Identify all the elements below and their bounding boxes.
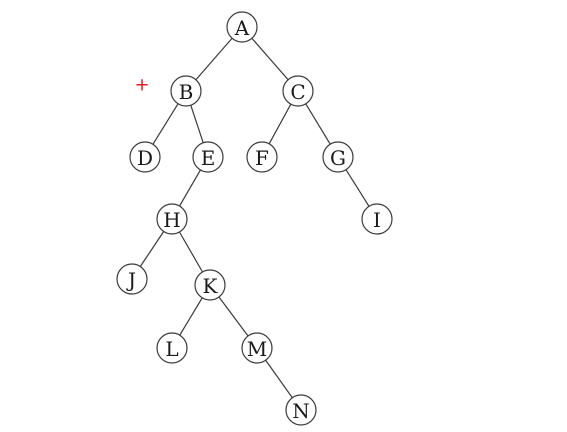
node-A: A bbox=[226, 11, 258, 43]
node-circle bbox=[285, 394, 317, 426]
node-label: K bbox=[203, 274, 219, 298]
node-label: M bbox=[247, 337, 267, 361]
node-label: J bbox=[126, 268, 136, 292]
node-label: A bbox=[234, 16, 250, 40]
node-B: B bbox=[170, 75, 202, 107]
tree-edges bbox=[139, 37, 370, 399]
red-plus-marker: + bbox=[134, 75, 149, 96]
edge-C-G bbox=[305, 103, 331, 145]
node-circle bbox=[282, 75, 314, 107]
node-label: D bbox=[137, 146, 153, 170]
tree-nodes: A B C D E F G H I J K L M N bbox=[116, 11, 393, 426]
node-J: J bbox=[116, 263, 148, 295]
node-label: L bbox=[165, 337, 178, 361]
node-circle bbox=[322, 141, 354, 173]
edge-K-L bbox=[179, 297, 203, 336]
edge-H-J bbox=[139, 231, 165, 267]
node-E: E bbox=[192, 141, 224, 173]
node-C: C bbox=[282, 75, 314, 107]
node-circle bbox=[241, 332, 273, 364]
node-M: M bbox=[241, 332, 273, 364]
node-D: D bbox=[129, 141, 161, 173]
edge-B-E bbox=[190, 105, 204, 143]
node-circle bbox=[226, 11, 258, 43]
node-label: H bbox=[163, 208, 180, 232]
node-circle bbox=[170, 75, 202, 107]
node-label: G bbox=[330, 146, 346, 170]
node-H: H bbox=[156, 203, 188, 235]
node-label: N bbox=[292, 399, 310, 423]
node-circle bbox=[156, 332, 188, 364]
edge-E-H bbox=[179, 169, 201, 207]
edge-G-I bbox=[345, 169, 370, 207]
node-circle bbox=[156, 203, 188, 235]
edge-B-D bbox=[152, 103, 179, 145]
node-G: G bbox=[322, 141, 354, 173]
node-label: C bbox=[290, 80, 305, 104]
edge-A-C bbox=[251, 37, 289, 81]
node-circle bbox=[116, 263, 148, 295]
node-N: N bbox=[285, 394, 317, 426]
edge-K-M bbox=[218, 296, 249, 337]
node-label: E bbox=[201, 146, 216, 170]
node-K: K bbox=[194, 269, 226, 301]
node-label: B bbox=[179, 80, 194, 104]
node-label: F bbox=[255, 146, 269, 170]
node-circle bbox=[194, 269, 226, 301]
node-circle bbox=[192, 141, 224, 173]
node-circle bbox=[246, 141, 278, 173]
edge-C-F bbox=[268, 103, 292, 145]
edge-H-K bbox=[178, 231, 204, 273]
node-L: L bbox=[156, 332, 188, 364]
edge-A-B bbox=[195, 37, 233, 81]
node-I: I bbox=[361, 203, 393, 235]
node-label: I bbox=[373, 208, 381, 232]
node-F: F bbox=[246, 141, 278, 173]
edge-M-N bbox=[265, 359, 293, 399]
node-circle bbox=[361, 203, 393, 235]
node-circle bbox=[129, 141, 161, 173]
